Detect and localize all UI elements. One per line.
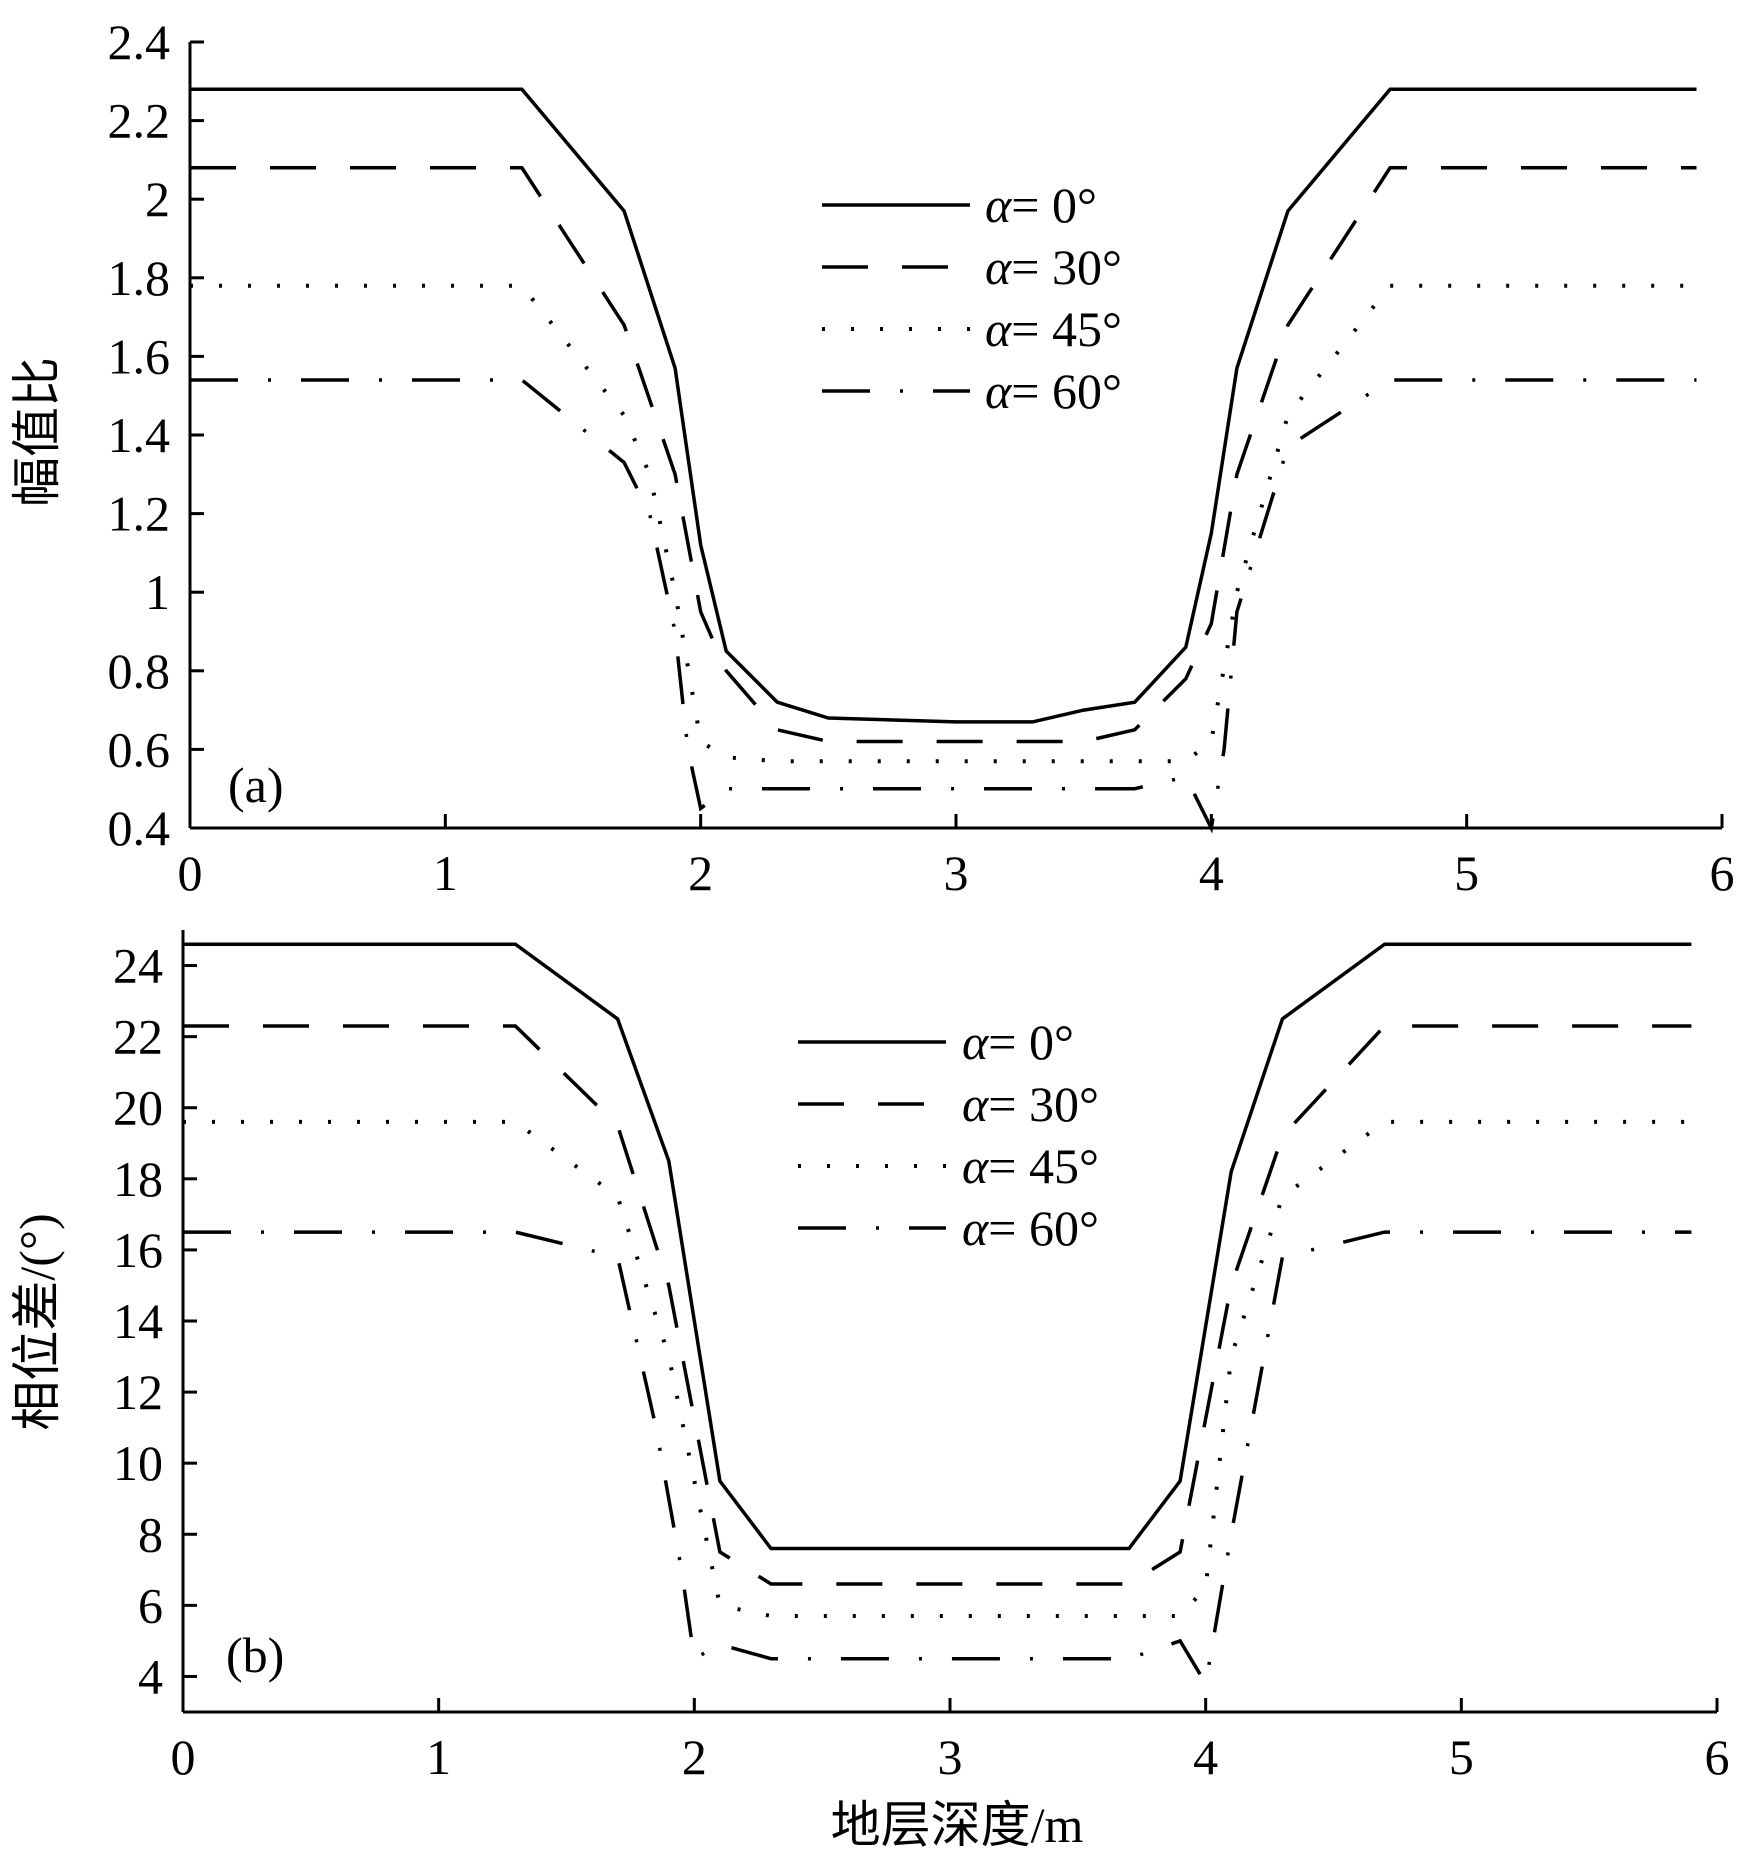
legend-label-2: α= 30°	[985, 239, 1122, 295]
panel-label: (a)	[228, 757, 284, 813]
y-tick-label: 0.6	[108, 721, 171, 777]
y-tick-label: 8	[138, 1506, 163, 1562]
y-tick-label: 24	[113, 938, 163, 994]
series-line-4	[190, 378, 1697, 834]
y-tick-label: 1.2	[108, 486, 171, 542]
y-tick-label: 0.4	[108, 800, 171, 856]
y-tick-label: 0.8	[108, 643, 171, 699]
x-axis-label: 地层深度/m	[831, 1797, 1084, 1853]
panel-label: (b)	[226, 1627, 284, 1683]
x-tick-label: 5	[1454, 845, 1479, 901]
x-tick-label: 6	[1710, 845, 1735, 901]
x-tick-label: 1	[426, 1729, 451, 1785]
y-axis-label: 幅值比	[9, 357, 65, 507]
legend-label-3: α= 45°	[985, 301, 1122, 357]
legend: α= 0° α= 30° α= 45° α= 60°	[798, 1014, 1099, 1256]
y-tick-label: 6	[138, 1577, 163, 1633]
y-tick-label: 1.8	[108, 250, 171, 306]
y-tick-label: 2.4	[108, 14, 171, 70]
y-tick-label: 1.6	[108, 328, 171, 384]
series-line-1	[190, 87, 1697, 724]
y-tick-label: 10	[113, 1435, 163, 1491]
y-axis-label: 相位差/(°)	[9, 1213, 65, 1430]
x-tick-label: 5	[1449, 1729, 1474, 1785]
series-line-4	[183, 1230, 1692, 1689]
series-line-3	[183, 1119, 1692, 1618]
x-tick-label: 0	[178, 845, 203, 901]
chart-panel-a: 0 1 2 3 4 5 6 0.4 0.6 0.8 1 1.2 1.4 1.6 1.8 2 2.2 2.4 幅值比 (…	[9, 14, 1735, 901]
legend-label-1: α= 0°	[962, 1014, 1074, 1070]
y-tick-label: 14	[113, 1293, 163, 1349]
series-line-1	[183, 942, 1692, 1551]
y-tick-label: 2.2	[108, 93, 171, 149]
x-tick-label: 0	[171, 1729, 196, 1785]
y-tick-label: 4	[138, 1648, 163, 1704]
y-tick-label: 12	[113, 1364, 163, 1420]
x-tick-label: 4	[1199, 845, 1224, 901]
x-tick-label: 4	[1193, 1729, 1218, 1785]
series-line-2	[183, 1024, 1692, 1586]
y-tick-label: 20	[113, 1080, 163, 1136]
x-tick-label: 3	[944, 845, 969, 901]
x-tick-label: 2	[688, 845, 713, 901]
y-tick-label: 22	[113, 1009, 163, 1065]
y-tick-label: 2	[145, 171, 170, 227]
series-line-3	[190, 283, 1697, 764]
y-tick-label: 16	[113, 1222, 163, 1278]
legend-label-4: α= 60°	[985, 363, 1122, 419]
series-line-2	[190, 166, 1697, 744]
legend-label-4: α= 60°	[962, 1200, 1099, 1256]
x-tick-label: 1	[433, 845, 458, 901]
y-tick-label: 1.4	[108, 407, 171, 463]
x-tick-label: 2	[682, 1729, 707, 1785]
legend-label-3: α= 45°	[962, 1138, 1099, 1194]
y-tick-label: 1	[145, 564, 170, 620]
legend-label-2: α= 30°	[962, 1076, 1099, 1132]
x-tick-label: 3	[938, 1729, 963, 1785]
x-tick-label: 6	[1705, 1729, 1730, 1785]
legend-label-1: α= 0°	[985, 177, 1097, 233]
y-tick-label: 18	[113, 1151, 163, 1207]
legend: α= 0° α= 30° α= 45° α= 60°	[822, 177, 1122, 419]
